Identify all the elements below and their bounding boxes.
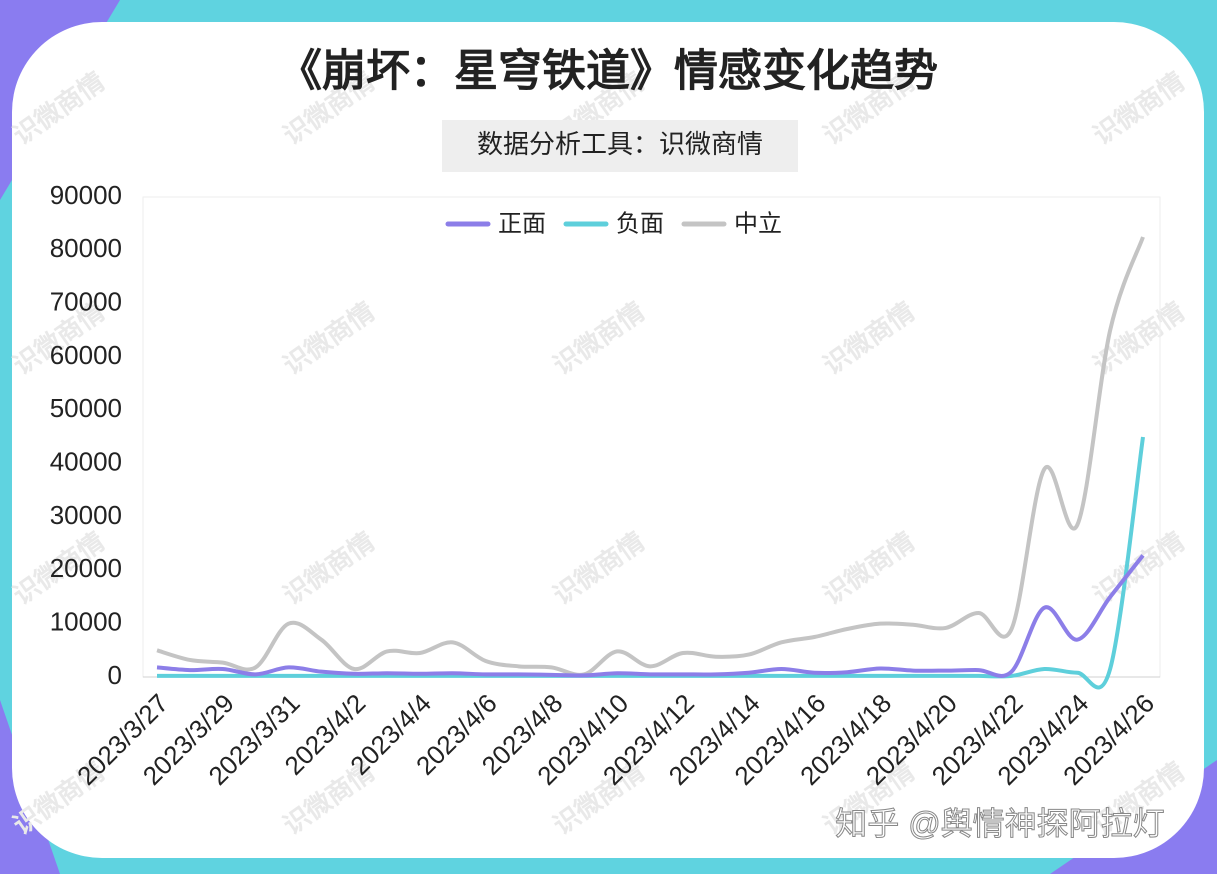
y-tick-label: 70000: [50, 287, 122, 317]
y-tick-label: 90000: [50, 180, 122, 210]
chart-title: 《崩坏：星穹铁道》情感变化趋势: [278, 47, 938, 96]
y-tick-label: 20000: [50, 553, 122, 583]
subtitle-box: [442, 120, 798, 172]
legend-label: 负面: [616, 210, 664, 237]
series-line: [156, 236, 1145, 677]
legend-label: 中立: [734, 210, 782, 237]
y-tick-label: 80000: [50, 233, 122, 263]
y-tick-label: 10000: [50, 607, 122, 637]
subtitle: 数据分析工具：识微商情: [477, 129, 763, 159]
y-tick-label: 60000: [50, 340, 122, 370]
footer: 知乎 @舆情神探阿拉灯: [835, 805, 1164, 841]
series-line: [156, 554, 1145, 678]
card: [12, 22, 1204, 858]
y-tick-label: 40000: [50, 447, 122, 477]
y-tick-label: 30000: [50, 500, 122, 530]
y-tick-label: 50000: [50, 393, 122, 423]
legend-label: 正面: [498, 210, 546, 237]
y-tick-label: 0: [108, 660, 122, 690]
